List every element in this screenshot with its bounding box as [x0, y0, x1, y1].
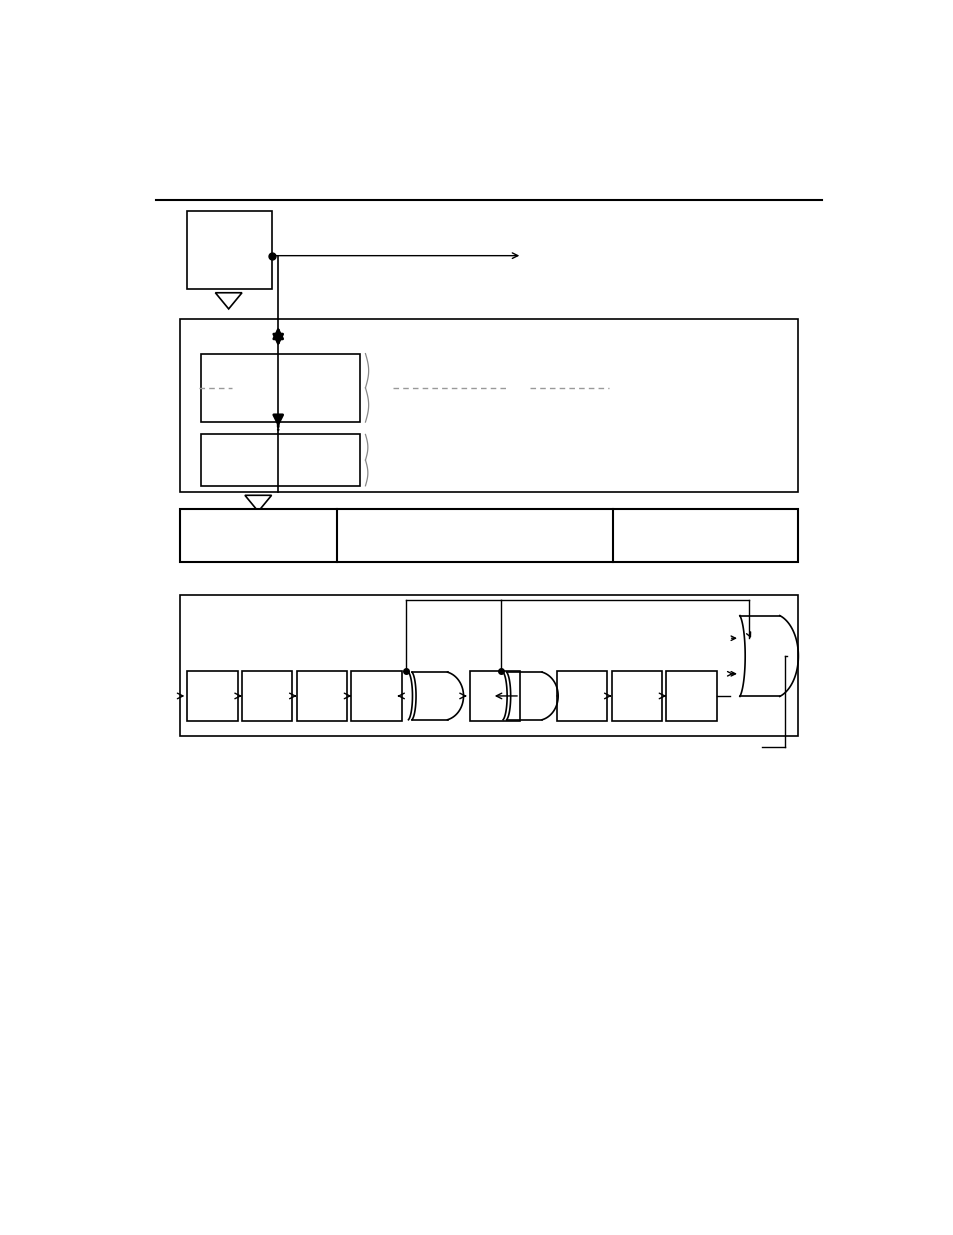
Bar: [469, 672, 519, 721]
Bar: [200, 353, 359, 422]
Bar: [180, 509, 797, 562]
Bar: [180, 320, 797, 493]
Bar: [296, 672, 347, 721]
Bar: [557, 672, 606, 721]
Bar: [200, 435, 359, 485]
Bar: [180, 595, 797, 736]
Bar: [665, 672, 716, 721]
Bar: [187, 672, 237, 721]
Bar: [351, 672, 401, 721]
Bar: [187, 211, 272, 289]
Bar: [242, 672, 292, 721]
Bar: [611, 672, 661, 721]
